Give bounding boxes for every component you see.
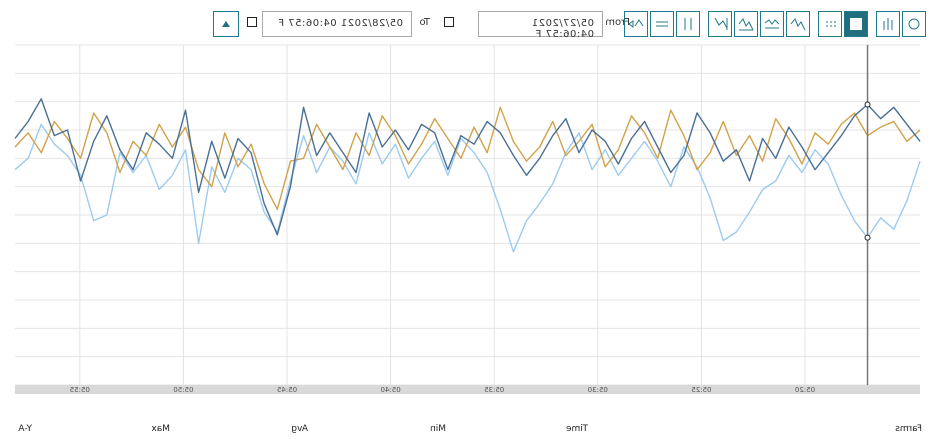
x-tick-label: 05:30 xyxy=(588,386,608,394)
tool-button[interactable] xyxy=(676,11,700,37)
x-tick-label: 05:25 xyxy=(691,386,711,394)
tool-button[interactable] xyxy=(734,11,758,37)
column-header: Farms xyxy=(895,424,922,434)
column-header: Max xyxy=(151,424,170,434)
tool-button[interactable] xyxy=(844,11,868,37)
series-line xyxy=(14,123,921,253)
cursor-marker xyxy=(864,101,871,108)
series-line xyxy=(14,106,921,211)
chart: 05:20 05:25 05:30 05:35 05:40 05:45 05:50 05:55 xyxy=(14,44,921,394)
tool-button[interactable] xyxy=(876,11,900,37)
cursor-marker xyxy=(864,234,871,241)
collapse-button[interactable] xyxy=(213,11,239,37)
column-header: Y-A xyxy=(18,424,32,434)
x-tick-label: 05:45 xyxy=(277,386,297,394)
axis-strip xyxy=(15,385,920,394)
x-tick-label: 05:20 xyxy=(795,386,815,394)
column-header: Time xyxy=(565,424,588,434)
tool-button[interactable] xyxy=(786,11,810,37)
tool-button[interactable] xyxy=(650,11,674,37)
x-tick-label: 05:35 xyxy=(484,386,504,394)
x-tick-label: 05:55 xyxy=(70,386,90,394)
x-tick-label: 05:40 xyxy=(381,386,401,394)
tool-button[interactable] xyxy=(760,11,784,37)
tool-button[interactable] xyxy=(624,11,648,37)
x-tick-label: 05:50 xyxy=(173,386,193,394)
tool-button[interactable] xyxy=(818,11,842,37)
column-header: Min xyxy=(430,424,446,434)
series-line xyxy=(14,98,921,236)
tool-button[interactable] xyxy=(708,11,732,37)
tool-button[interactable] xyxy=(902,11,926,37)
column-header: Avg xyxy=(291,424,308,434)
